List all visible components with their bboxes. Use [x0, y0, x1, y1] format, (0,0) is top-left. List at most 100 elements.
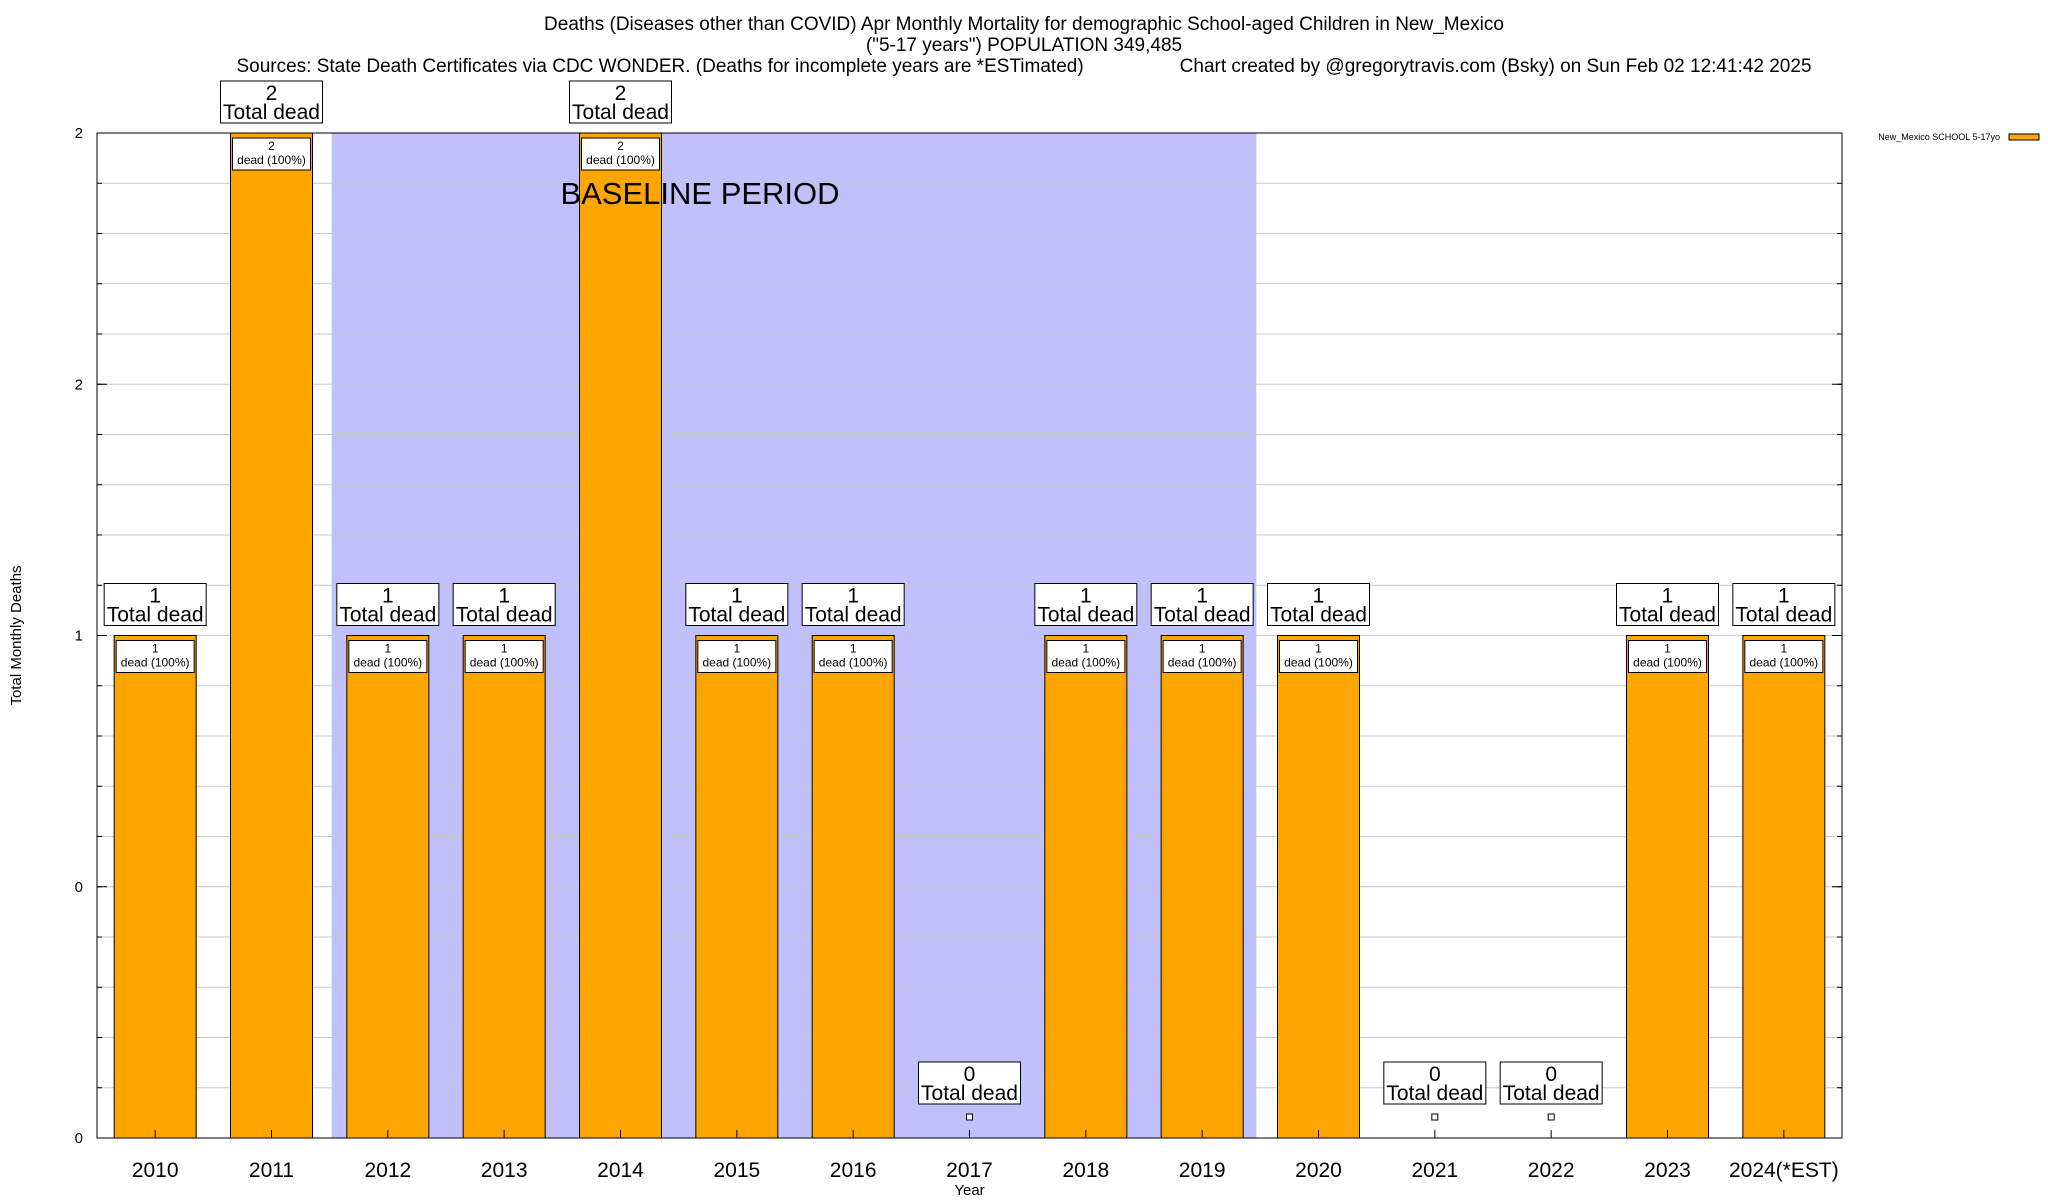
segment-label-text: dead (100%): [1284, 656, 1353, 670]
bar-2016: [811, 635, 895, 1139]
y-tick-label: 0: [75, 879, 83, 896]
total-label-box: [1150, 583, 1254, 626]
x-tick-label-2022: 2022: [1528, 1159, 1575, 1182]
segment-label-box: [697, 640, 777, 673]
chart-title-block: Deaths (Diseases other than COVID) Apr M…: [0, 14, 2048, 77]
legend-swatch: [2008, 133, 2040, 141]
zero-marker-2017: [966, 1113, 973, 1121]
total-label-text: Total dead: [572, 101, 669, 124]
total-label-value: 2: [615, 82, 627, 105]
x-tick-label-2014: 2014: [597, 1159, 644, 1182]
total-label-text: Total dead: [107, 604, 204, 627]
baseline-period-label: BASELINE PERIOD: [560, 176, 839, 211]
segment-label-box: [581, 137, 660, 171]
segment-label-text: dead (100%): [819, 656, 888, 670]
segment-label-value: 2: [617, 139, 624, 153]
total-label-text: Total dead: [1619, 604, 1716, 627]
total-label-value: 0: [964, 1063, 976, 1086]
total-label-box: [1267, 583, 1370, 626]
segment-label-box: [1744, 640, 1824, 673]
total-label-value: 1: [149, 585, 161, 608]
segment-label-text: dead (100%): [470, 656, 539, 670]
x-tick-label-2024(*EST): 2024(*EST): [1729, 1159, 1839, 1182]
segment-label-value: 1: [1082, 642, 1089, 656]
chart-subtitle: ("5-17 years") POPULATION 349,485: [865, 35, 1183, 56]
y-tick-label: 0: [75, 1130, 83, 1147]
bar-2019: [1160, 635, 1244, 1139]
segment-label-box: [464, 640, 544, 673]
x-tick-label-2017: 2017: [946, 1159, 993, 1182]
total-label-value: 1: [382, 585, 394, 608]
total-label-text: Total dead: [223, 101, 320, 124]
zero-marker-2022: [1547, 1113, 1555, 1121]
total-label-value: 1: [1196, 585, 1208, 608]
segment-label-box: [348, 640, 428, 673]
zero-marker-2021: [1431, 1113, 1439, 1121]
total-label-box: [452, 583, 556, 626]
total-label-box: [569, 80, 672, 124]
segment-label-text: dead (100%): [1168, 656, 1237, 670]
bars-layer: [113, 132, 1826, 1139]
segment-label-value: 1: [1664, 642, 1671, 656]
x-tick-label-2012: 2012: [364, 1159, 411, 1182]
x-tick-label-2013: 2013: [481, 1159, 528, 1182]
total-label-value: 0: [1429, 1063, 1441, 1086]
bar-2010: [113, 635, 197, 1139]
total-label-text: Total dead: [1037, 604, 1134, 627]
bar-2015: [695, 635, 779, 1139]
total-label-box: [103, 583, 207, 626]
bar-2018: [1044, 635, 1128, 1139]
segment-label-box: [813, 640, 893, 673]
total-label-box: [1616, 583, 1719, 626]
total-label-box: [1383, 1061, 1487, 1105]
x-tick-label-2019: 2019: [1179, 1159, 1226, 1182]
y-axis-title: Total Monthly Deaths: [8, 565, 25, 705]
total-label-box: [685, 583, 789, 626]
segment-label-box: [1279, 640, 1358, 673]
chart-credit: Chart created by @gregorytravis.com (Bsk…: [1179, 56, 1812, 77]
total-label-value: 1: [1080, 585, 1092, 608]
bar-2011: [230, 132, 313, 1139]
segment-label-text: dead (100%): [121, 656, 190, 670]
x-tick-label-2011: 2011: [249, 1159, 294, 1182]
total-label-text: Total dead: [339, 604, 436, 627]
chart-sources: Sources: State Death Certificates via CD…: [236, 56, 1084, 77]
total-label-value: 0: [1545, 1063, 1557, 1086]
segment-label-box: [1046, 640, 1126, 673]
segment-label-value: 2: [268, 139, 275, 153]
bar-2013: [462, 635, 546, 1139]
x-tick-label-2021: 2021: [1411, 1159, 1458, 1182]
bar-2012: [346, 635, 430, 1139]
legend: New_Mexico SCHOOL 5-17yo: [1878, 132, 2040, 142]
total-label-text: Total dead: [1386, 1082, 1483, 1105]
segment-label-value: 1: [733, 642, 740, 656]
total-label-box: [220, 80, 323, 124]
x-axis-title: Year: [954, 1182, 984, 1199]
segment-label-text: dead (100%): [237, 153, 306, 167]
total-label-text: Total dead: [1270, 604, 1367, 627]
segment-label-value: 1: [850, 642, 857, 656]
total-label-box: [1732, 583, 1836, 626]
total-label-value: 1: [1662, 585, 1674, 608]
bar-2023: [1626, 635, 1709, 1139]
segment-label-text: dead (100%): [1633, 656, 1702, 670]
total-label-text: Total dead: [1503, 1082, 1600, 1105]
total-label-text: Total dead: [456, 604, 553, 627]
segment-label-box: [1628, 640, 1707, 673]
total-label-text: Total dead: [805, 604, 902, 627]
total-label-text: Total dead: [1735, 604, 1832, 627]
x-tick-label-2018: 2018: [1062, 1159, 1109, 1182]
legend-entry-label: New_Mexico SCHOOL 5-17yo: [1878, 132, 2000, 142]
chart-title: Deaths (Diseases other than COVID) Apr M…: [544, 14, 1504, 35]
segment-label-value: 1: [1199, 642, 1206, 656]
segment-label-text: dead (100%): [1051, 656, 1120, 670]
y-tick-label: 2: [75, 376, 83, 393]
total-label-value: 1: [1313, 585, 1325, 608]
total-label-text: Total dead: [921, 1082, 1018, 1105]
segment-label-text: dead (100%): [353, 656, 422, 670]
segment-label-box: [1162, 640, 1242, 673]
segment-label-box: [232, 137, 311, 171]
segment-label-text: dead (100%): [586, 153, 655, 167]
